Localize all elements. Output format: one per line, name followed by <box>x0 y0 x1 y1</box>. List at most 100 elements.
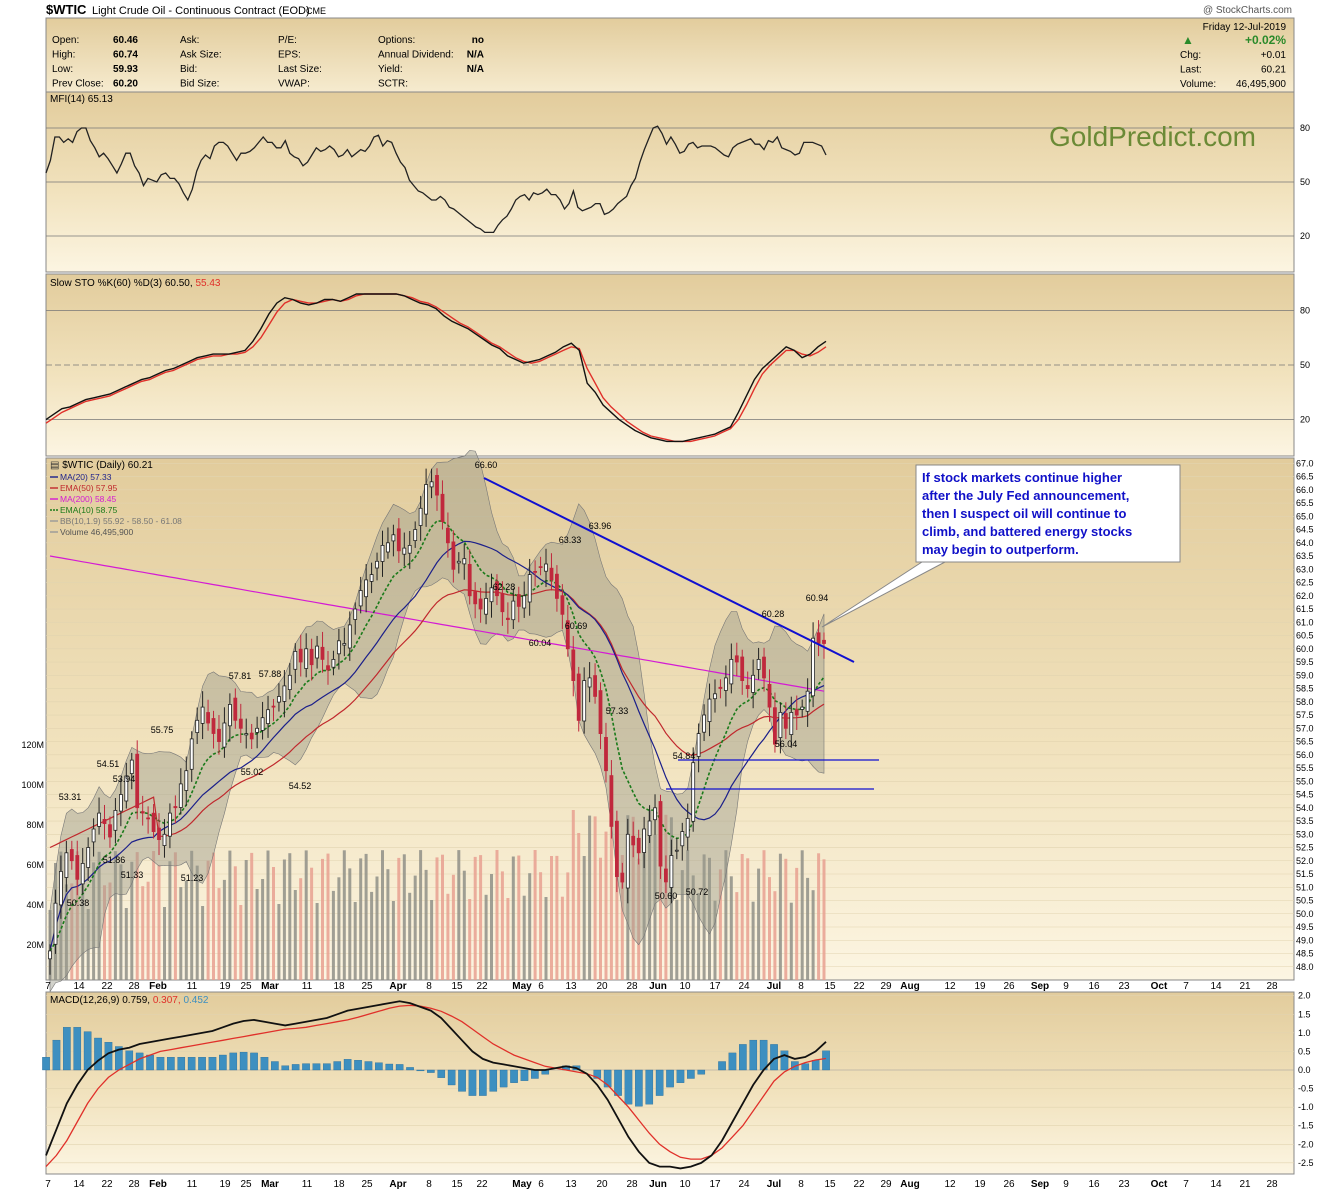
price-annotation: 57.81 <box>229 671 252 681</box>
price-tick-label: 54.5 <box>1296 790 1314 800</box>
volume-bar <box>533 850 537 980</box>
price-tick-label: 60.5 <box>1296 631 1314 641</box>
x-tick-label: 6 <box>538 1179 544 1190</box>
x-tick-label: 7 <box>1183 981 1189 992</box>
candle-up <box>511 600 516 621</box>
macd-hist-bar <box>94 1037 102 1071</box>
candle-down <box>440 493 445 522</box>
macd-hist-bar <box>354 1060 362 1071</box>
volume-bar <box>152 851 156 980</box>
macd-hist-bar <box>593 1069 602 1079</box>
macd-hist-bar <box>447 1069 456 1086</box>
volume-bar <box>353 902 357 980</box>
candle-up <box>336 640 341 655</box>
volume-bar <box>468 899 472 980</box>
x-tick-label: 19 <box>219 1179 231 1190</box>
x-tick-label: 10 <box>679 1179 691 1190</box>
x-tick-label: 7 <box>1183 1179 1189 1190</box>
macd-hist-bar <box>406 1067 414 1071</box>
x-tick-label: 11 <box>302 1179 313 1190</box>
candle-down <box>396 528 401 552</box>
candle-up <box>696 733 701 757</box>
price-annotation: 53.31 <box>59 792 82 802</box>
mfi-tick-label: 80 <box>1300 123 1310 133</box>
x-tick-label: 28 <box>1266 1179 1278 1190</box>
candle-down <box>620 872 625 883</box>
volume-bar <box>266 850 270 980</box>
volume-bar <box>451 874 455 980</box>
candle-up <box>266 709 270 725</box>
volume-bar <box>517 855 521 980</box>
volume-axis: 20M 40M 60M 80M 100M 120M <box>21 740 44 950</box>
x-tick-label: 28 <box>626 1179 638 1190</box>
volume-bar <box>217 888 221 980</box>
ema50-line <box>49 589 825 849</box>
macd-hist-bar <box>437 1069 446 1078</box>
volume-bar <box>490 874 493 980</box>
volume-bar <box>277 904 281 980</box>
x-tick-label: Apr <box>389 981 406 992</box>
quote-value: 60.46 <box>113 35 138 46</box>
volume-bar <box>800 850 804 980</box>
price-annotation: 60.94 <box>806 593 829 603</box>
volume-bar <box>310 867 314 980</box>
macd-tick-label: 0.0 <box>1298 1065 1311 1075</box>
volume-bar <box>571 810 575 980</box>
price-tick-label: 63.0 <box>1296 564 1314 574</box>
volume-bar <box>402 854 406 980</box>
candle-up <box>800 706 805 710</box>
x-tick-label: May <box>512 1179 532 1190</box>
candle-up <box>642 828 646 853</box>
x-tick-label: Jun <box>649 1179 667 1190</box>
price-annotation: 54.84 <box>673 751 696 761</box>
price-annotation: 53.94 <box>113 774 136 784</box>
candle-down <box>69 849 74 862</box>
macd-hist-bar <box>728 1052 737 1071</box>
macd-hist-bar <box>125 1050 134 1071</box>
price-annotation: 55.75 <box>151 725 174 735</box>
candle-down <box>146 817 151 820</box>
macd-hist-bar <box>614 1069 622 1096</box>
macd-tick-label: 2.0 <box>1298 991 1311 1001</box>
volume-bar <box>244 860 248 980</box>
x-tick-label: 15 <box>451 1179 463 1190</box>
macd-title-main: MACD(12,26,9) 0.759, <box>50 995 150 1006</box>
x-tick-label: Jun <box>649 981 667 992</box>
macd-title: MACD(12,26,9) 0.759, 0.307, 0.452 <box>50 995 209 1006</box>
macd-line <box>45 1000 827 1170</box>
candle-down <box>217 728 221 742</box>
price-title-marker: ▤ <box>50 460 59 471</box>
price-annotation: 51.23 <box>181 873 204 883</box>
volume-bar <box>457 850 461 980</box>
volume-tick-label: 40M <box>26 900 44 910</box>
candle-down <box>604 737 608 772</box>
volume-bar <box>500 871 504 980</box>
volume-bar <box>539 872 543 980</box>
candle-down <box>783 713 788 729</box>
candle-up <box>811 637 815 697</box>
candle-up <box>680 831 685 847</box>
candle-up <box>369 574 374 582</box>
x-tick-label: 10 <box>679 981 691 992</box>
volume-bar <box>495 850 499 980</box>
x-tick-label: 22 <box>853 981 865 992</box>
volume-bar <box>718 869 722 980</box>
candle-up <box>789 712 794 736</box>
volume-bar <box>233 866 237 980</box>
macd-hist-bar <box>208 1057 217 1071</box>
macd-hist-bar <box>510 1069 518 1083</box>
candle-up <box>647 820 652 837</box>
candle-up <box>48 950 52 960</box>
volume-bar <box>822 859 826 980</box>
macd-hist-bar <box>458 1069 466 1092</box>
macd-hist-bar <box>323 1063 331 1071</box>
candle-down <box>326 665 330 671</box>
x-axis-bottom: 7 14 22 28 Feb 11 19 25 Mar 11 18 25 Apr 8 15 22 May 6 13 2… <box>45 1179 1278 1190</box>
stat-value: 46,495,900 <box>1236 79 1286 90</box>
quote-block: Open: 60.46 High: 60.74 Low: 59.93 Prev Close:… <box>52 22 1286 90</box>
volume-bar <box>250 852 254 980</box>
candle-up <box>778 712 783 739</box>
candle-up <box>91 828 96 843</box>
x-tick-label: Feb <box>149 1179 167 1190</box>
price-annotation: 57.88 <box>259 669 282 679</box>
